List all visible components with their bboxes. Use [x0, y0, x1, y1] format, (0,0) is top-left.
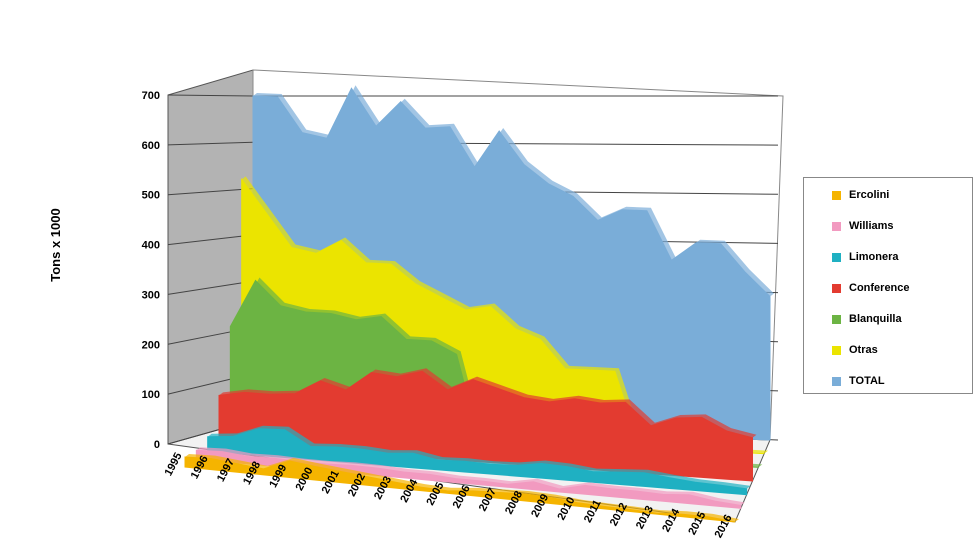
gridline-left — [167, 280, 254, 295]
y-tick-label: 500 — [142, 190, 160, 202]
y-tick-label: 600 — [142, 140, 160, 152]
y-tick-label: 100 — [142, 389, 160, 401]
legend-item-total: TOTAL — [832, 373, 885, 389]
series-ridge-ercolini — [185, 454, 739, 522]
y-axis-label: Tons x 1000 — [48, 208, 63, 281]
legend-swatch — [832, 252, 841, 262]
legend-swatch — [832, 314, 841, 324]
x-tick-label: 2006 — [451, 483, 473, 510]
legend-label: Williams — [849, 220, 894, 232]
legend-swatch — [832, 190, 841, 200]
y-tick-label: 0 — [154, 439, 160, 451]
y-tick-label: 400 — [142, 240, 160, 252]
legend-label: Blanquilla — [849, 313, 902, 325]
legend-item-conference: Conference — [832, 280, 910, 296]
legend-item-williams: Williams — [832, 218, 894, 234]
legend-item-limonera: Limonera — [832, 249, 899, 265]
y-axis: 0 100 200 300 400 500 600 700 — [142, 90, 160, 451]
x-tick-label: 2005 — [424, 480, 446, 507]
legend-label: Otras — [849, 344, 878, 356]
gridline-left — [167, 94, 254, 97]
gridline-left — [167, 141, 254, 146]
y-tick-label: 700 — [142, 90, 160, 102]
legend-label: Limonera — [849, 251, 899, 263]
legend-label: Ercolini — [849, 189, 890, 201]
legend-swatch — [832, 221, 841, 231]
y-tick-label: 200 — [142, 339, 160, 351]
legend-swatch — [832, 283, 841, 293]
legend-item-otras: Otras — [832, 342, 878, 358]
gridline-left — [167, 234, 254, 246]
y-tick-label: 300 — [142, 289, 160, 301]
legend-label: Conference — [849, 282, 910, 294]
legend-item-blanquilla: Blanquilla — [832, 311, 902, 327]
series-ridge-conference — [219, 368, 757, 438]
series-area-ercolini — [184, 456, 736, 523]
series-layer — [184, 85, 774, 523]
gridline-left — [167, 188, 254, 196]
x-tick-label: 1995 — [163, 451, 185, 478]
legend-swatch — [832, 345, 841, 355]
legend-item-ercolini: Ercolini — [832, 187, 889, 203]
legend-swatch — [832, 376, 841, 386]
series-ridge-williams — [196, 447, 745, 506]
series-ridge-otras — [241, 176, 769, 454]
legend-label: TOTAL — [849, 375, 885, 387]
legend: Ercolini Williams Limonera Conference Blanqu… — [803, 177, 973, 394]
